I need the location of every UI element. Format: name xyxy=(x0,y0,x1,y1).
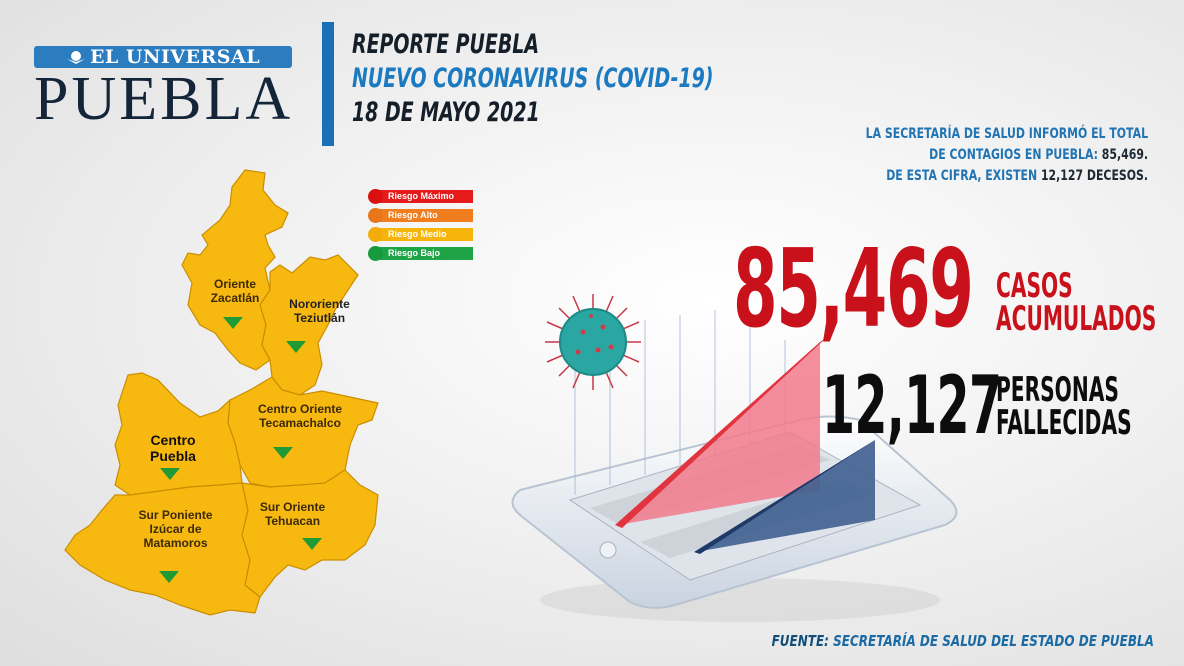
cases-bar-edge xyxy=(615,338,826,528)
trend-down-icon xyxy=(273,447,293,459)
logo-puebla: PUEBLA xyxy=(34,65,294,133)
tablet-chart-illustration xyxy=(511,310,958,622)
trend-down-icon xyxy=(286,341,306,353)
legend-item-medio: Riesgo Medio xyxy=(368,227,473,242)
legend-item-bajo: Riesgo Bajo xyxy=(368,246,473,261)
deaths-bar-edge xyxy=(694,438,878,554)
legend-item-alto: Riesgo Alto xyxy=(368,208,473,223)
risk-legend: Riesgo Máximo Riesgo Alto Riesgo Medio R… xyxy=(368,189,473,265)
summary-deaths: 12,127 DECESOS. xyxy=(1040,168,1148,184)
map-shape xyxy=(64,169,379,616)
legend-item-maximo: Riesgo Máximo xyxy=(368,189,473,204)
puebla-region-map: Oriente Zacatlán Nororiente Teziutlán Cent… xyxy=(60,165,390,625)
cases-count: 85,469 xyxy=(733,227,974,352)
region-sur-oriente-tehuacan xyxy=(241,469,379,598)
trend-down-icon xyxy=(302,538,322,550)
summary-line-1: LA SECRETARÍA DE SALUD INFORMÓ EL TOTAL xyxy=(865,126,1148,142)
report-title: REPORTE PUEBLA NUEVO CORONAVIRUS (COVID-… xyxy=(352,28,816,130)
red-dot-icon xyxy=(368,189,383,204)
orange-dot-icon xyxy=(368,208,383,223)
region-sur-poniente-izucar xyxy=(64,482,261,616)
trend-down-icon xyxy=(160,468,180,480)
eagle-emblem-icon xyxy=(66,51,85,64)
cases-label: CASOS ACUMULADOS xyxy=(996,266,1157,339)
summary-text: LA SECRETARÍA DE SALUD INFORMÓ EL TOTAL … xyxy=(786,124,1148,187)
summary-line-2: DE CONTAGIOS EN PUEBLA: 85,469. xyxy=(929,147,1148,163)
trend-down-icon xyxy=(159,571,179,583)
region-nororiente-teziutlan xyxy=(259,254,359,396)
green-dot-icon xyxy=(368,246,383,261)
logo-band-text: EL UNIVERSAL xyxy=(89,46,261,68)
title-line-date: 18 DE MAYO 2021 xyxy=(352,97,540,128)
deaths-count: 12,127 xyxy=(822,359,1002,452)
deaths-label: PERSONAS FALLECIDAS xyxy=(996,370,1132,443)
region-label-centro-oriente-tecamachalco: Centro Oriente Tecamachalco xyxy=(257,402,342,430)
region-oriente-zacatlan xyxy=(181,169,289,371)
summary-line-3: DE ESTA CIFRA, EXISTEN 12,127 DECESOS. xyxy=(886,168,1148,184)
region-label-sur-poniente-izucar: Sur Poniente Izúcar de Matamoros xyxy=(138,508,213,550)
region-label-oriente-zacatlan: Oriente Zacatlán xyxy=(210,277,260,305)
region-label-centro-puebla: Centro Puebla xyxy=(150,432,196,464)
region-label-nororiente-teziutlan: Nororiente Teziutlán xyxy=(289,297,350,325)
logo-el-universal: EL UNIVERSAL xyxy=(34,46,292,68)
header-divider xyxy=(322,22,334,146)
coronavirus-icon xyxy=(545,294,641,390)
title-line-report: REPORTE PUEBLA xyxy=(352,29,540,60)
region-centro-oriente-tecamachalco xyxy=(227,376,379,488)
trend-down-icon xyxy=(223,317,243,329)
region-label-sur-oriente-tehuacan: Sur Oriente Tehuacan xyxy=(259,500,326,528)
title-line-virus: NUEVO CORONAVIRUS (COVID-19) xyxy=(352,63,714,94)
tablet-home-button xyxy=(599,541,617,559)
summary-cases: 85,469. xyxy=(1101,147,1148,163)
source-credit: FUENTE: SECRETARÍA DE SALUD DEL ESTADO D… xyxy=(771,632,1154,650)
yellow-dot-icon xyxy=(368,227,383,242)
